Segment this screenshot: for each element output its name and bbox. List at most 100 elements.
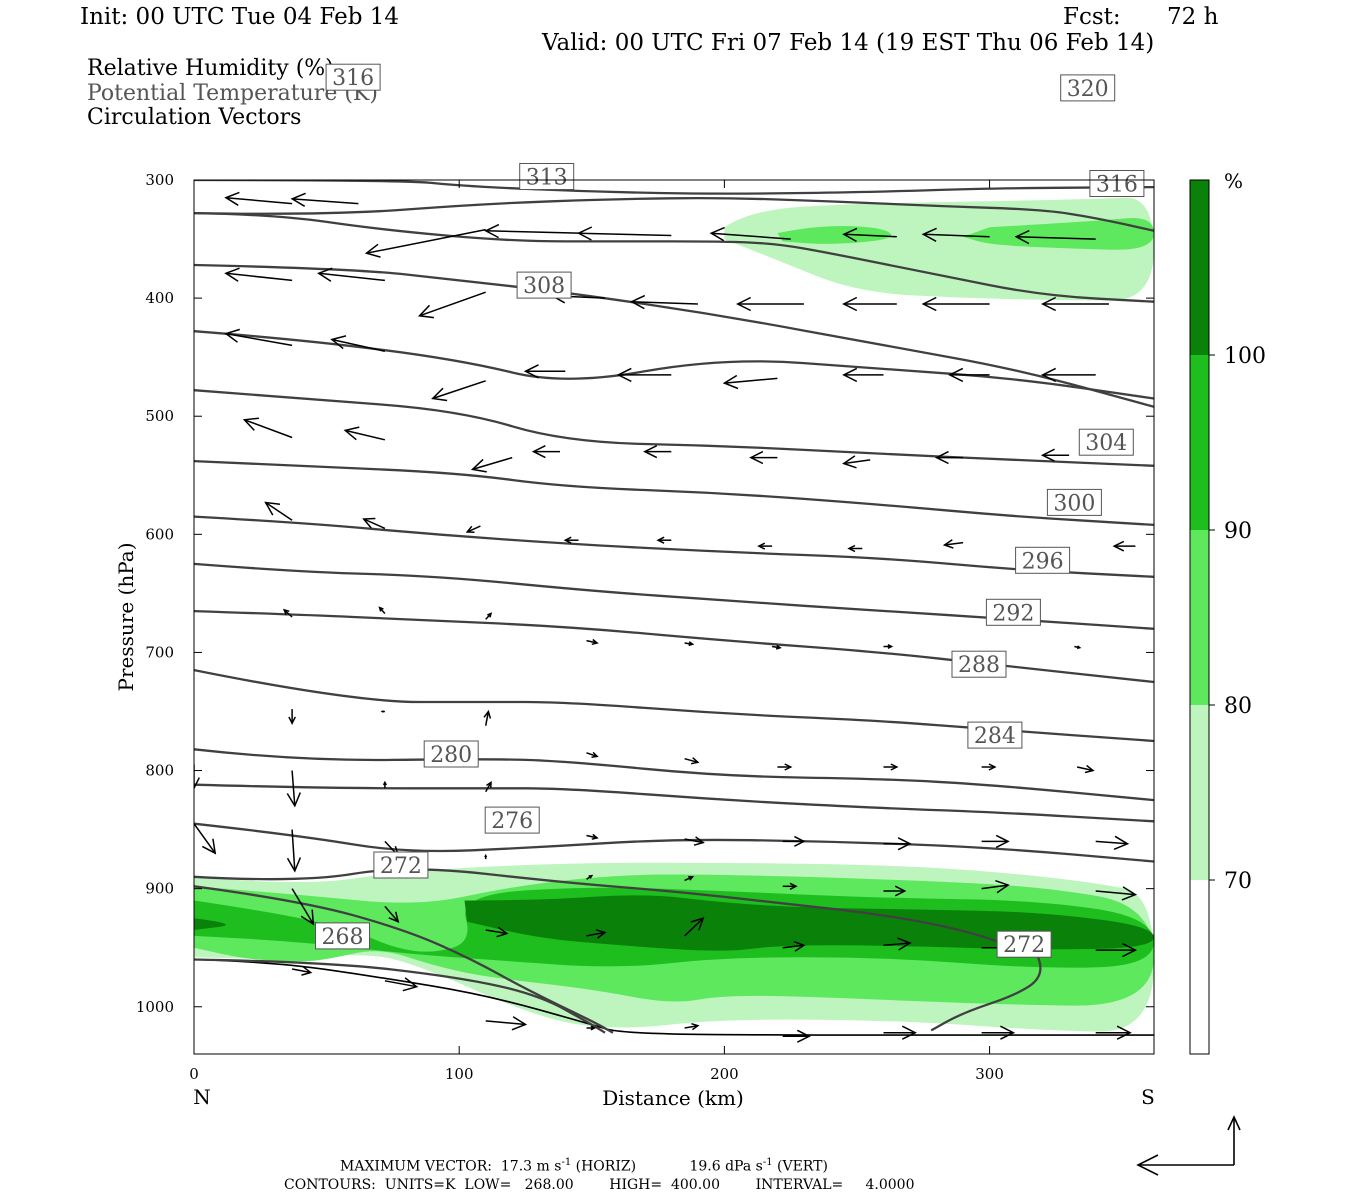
- circulation-vector-10: [317, 267, 385, 282]
- y-tick-label-500: 500: [145, 407, 174, 425]
- circulation-vector-64: [286, 770, 301, 808]
- contour-label-box-3: [484, 806, 540, 834]
- theta-contour-272-2: [194, 868, 1042, 1032]
- legend-relative-humidity: Relative Humidity (%): [87, 56, 334, 81]
- contour-label-box-1: [373, 851, 429, 879]
- circulation-vector-95: [586, 1025, 597, 1031]
- circulation-vector-21: [523, 364, 566, 379]
- circulation-vector-81: [981, 879, 1010, 894]
- max-vector-vert: 19.6 dPa s: [689, 1158, 763, 1175]
- theta-contour-280-4: [194, 783, 1154, 823]
- y-tick-label-800: 800: [145, 762, 174, 780]
- contour-label-box-2: [996, 930, 1052, 958]
- x-axis-label: Distance (km): [602, 1086, 744, 1110]
- circulation-vector-26: [1041, 367, 1096, 383]
- circulation-vector-42: [847, 544, 863, 553]
- contour-label-292-7: 292: [992, 601, 1034, 626]
- contour-label-272-1: 272: [380, 854, 422, 879]
- y-tick-label-600: 600: [145, 525, 174, 543]
- circulation-vector-49: [684, 641, 695, 647]
- colorbar-segment-4: [1190, 180, 1209, 355]
- contour-label-box-0: [315, 922, 370, 950]
- colorbar-segment-0: [1190, 880, 1209, 1054]
- theta-contour-276-3: [194, 822, 1154, 863]
- x-tick-label-200: 200: [710, 1065, 739, 1083]
- circulation-vector-33: [842, 455, 871, 469]
- circulation-vector-45: [282, 608, 293, 618]
- circulation-vector-39: [563, 536, 579, 544]
- max-vector-line: MAXIMUM VECTOR: 17.3 m s-1 (HORIZ) 19.6 …: [340, 1158, 828, 1174]
- circulation-vector-7: [921, 227, 990, 242]
- circulation-vector-51: [883, 644, 894, 649]
- circulation-vector-80: [883, 885, 907, 897]
- circulation-vector-77: [586, 874, 594, 880]
- circulation-vector-59: [777, 763, 793, 771]
- init-time: Init: 00 UTC Tue 04 Feb 14: [80, 4, 400, 30]
- circulation-vector-24: [842, 367, 884, 383]
- circulation-vector-83: [291, 888, 315, 926]
- theta-contour-284-5: [194, 748, 1154, 802]
- max-vector-vert-exp: -1: [762, 1157, 773, 1168]
- forecast-label: Fcst:: [1063, 4, 1121, 30]
- circulation-vector-14: [736, 296, 804, 312]
- circulation-vector-54: [288, 709, 296, 725]
- contour-label-box-11: [516, 271, 572, 299]
- circulation-vector-46: [378, 606, 386, 615]
- colorbar-unit: %: [1224, 169, 1243, 193]
- circulation-vector-62: [1076, 764, 1095, 774]
- circulation-vector-57: [586, 751, 599, 758]
- circulation-vector-3: [484, 223, 579, 239]
- circulation-vector-66: [485, 780, 492, 793]
- contour-label-box-5: [967, 721, 1023, 749]
- circulation-vector-20: [431, 380, 486, 402]
- circulation-vector-99: [981, 1025, 1016, 1040]
- circulation-vector-11: [417, 291, 486, 319]
- circulation-vector-82: [1095, 886, 1138, 901]
- theta-contour-304-10: [194, 459, 1154, 527]
- forecast-hour: 72 h: [1167, 4, 1219, 30]
- circulation-vector-36: [264, 501, 293, 521]
- y-tick-label-400: 400: [145, 289, 174, 307]
- y-tick-label-700: 700: [145, 643, 174, 661]
- max-vector-label: MAXIMUM VECTOR:: [340, 1158, 492, 1175]
- circulation-vector-94: [485, 1016, 528, 1031]
- max-vector-horiz: 17.3 m s: [500, 1158, 562, 1175]
- theta-contour-272-1: [194, 885, 614, 1034]
- contour-label-box-10: [1078, 428, 1134, 456]
- colorbar-segment-2: [1190, 530, 1209, 705]
- axes-layer: 300 400 500 600 700 800 900 1000 0 100 200 300: [136, 171, 1154, 1083]
- circulation-vector-79: [782, 882, 798, 890]
- circulation-vector-13: [629, 294, 698, 310]
- x-tick-label-100: 100: [445, 1065, 474, 1083]
- circulation-vector-29: [470, 456, 513, 473]
- circulation-vector-87: [684, 917, 705, 937]
- colorbar-frame: [1189, 179, 1210, 1055]
- valid-time: Valid: 00 UTC Fri 07 Feb 14 (19 EST Thu …: [542, 30, 1155, 56]
- circulation-vector-97: [782, 1029, 811, 1043]
- colorbar-segment-1: [1190, 705, 1209, 880]
- circulation-vector-40: [656, 536, 672, 544]
- circulation-vector-37: [362, 517, 386, 530]
- contour-label-276-3: 276: [491, 809, 533, 834]
- circulation-vector-22: [616, 367, 672, 383]
- contour-label-308-11: 308: [523, 274, 565, 299]
- circulation-vector-60: [883, 763, 899, 771]
- theta-contour-316-13: [194, 263, 1154, 408]
- theta-contour-316-14: [194, 211, 1154, 303]
- circulation-vector-69: [782, 835, 806, 847]
- contour-label-280-4: 280: [430, 743, 472, 768]
- terrain-layer: [193, 958, 1154, 1036]
- theta-contour-300-9: [194, 515, 1154, 578]
- circulation-vector-56: [483, 709, 492, 726]
- contour-label-313-12: 313: [526, 166, 568, 191]
- circulation-vector-58: [684, 757, 700, 765]
- circulation-vector-48: [586, 638, 599, 646]
- colorbar: 70 80 90 100%: [1189, 169, 1266, 1055]
- circulation-vector-96: [684, 1022, 700, 1031]
- circulation-vector-78: [684, 875, 695, 882]
- contour-label-316-13: 316: [332, 66, 374, 91]
- circulation-vector-34: [934, 450, 964, 465]
- contour-label-284-5: 284: [974, 724, 1016, 749]
- reference-vector-arrow: [1136, 1115, 1241, 1176]
